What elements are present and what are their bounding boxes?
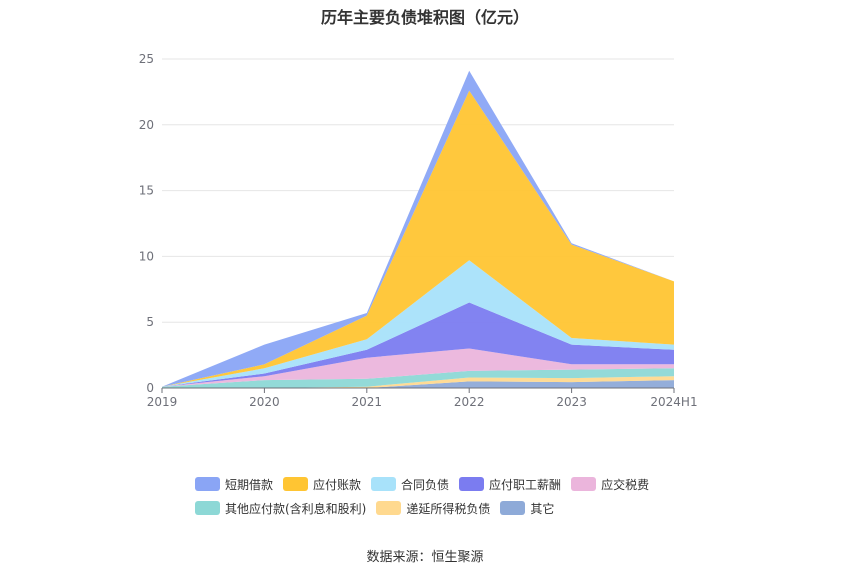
y-tick-label: 15 <box>139 184 154 198</box>
y-tick-label: 20 <box>139 118 154 132</box>
legend-row: 短期借款 应付账款 合同负债 应付职工薪酬 应交税费 <box>195 472 715 496</box>
area-series-其他应付款(含利息和股利) <box>162 368 674 388</box>
legend-label: 应交税费 <box>601 477 650 492</box>
legend-item[interactable]: 短期借款 <box>195 476 273 493</box>
x-tick-label: 2024H1 <box>650 395 697 409</box>
legend-item[interactable]: 其他应付款(含利息和股利) <box>195 500 366 517</box>
chart-title: 历年主要负债堆积图（亿元） <box>320 8 529 27</box>
y-tick-label: 10 <box>139 249 154 263</box>
legend-swatch <box>459 477 485 491</box>
legend-swatch <box>571 477 597 491</box>
legend-label: 合同负债 <box>401 477 450 492</box>
stacked-area-chart: 0 5 10 15 20 25 2019 2020 2021 2022 2023 2024H1 <box>139 52 698 409</box>
area-series-其它 <box>162 380 674 388</box>
axes: 0 5 10 15 20 25 2019 2020 2021 2022 2023 2024H1 <box>139 52 698 409</box>
x-tick-label: 2019 <box>147 395 178 409</box>
legend-item[interactable]: 其它 <box>500 500 554 517</box>
legend: 短期借款 应付账款 合同负债 应付职工薪酬 应交税费 其他应付款(含利息和股利) 递延所得… <box>195 472 715 520</box>
legend-label: 其他应付款(含利息和股利) <box>225 501 367 516</box>
legend-item[interactable]: 应付职工薪酬 <box>459 476 561 493</box>
x-tick-label: 2022 <box>454 395 485 409</box>
y-tick-label: 0 <box>146 381 154 395</box>
legend-label: 应付职工薪酬 <box>489 477 562 492</box>
legend-label: 其它 <box>530 501 555 516</box>
legend-swatch <box>283 477 309 491</box>
legend-label: 递延所得税负债 <box>406 501 491 516</box>
area-series-应付账款 <box>162 90 674 387</box>
legend-swatch <box>195 501 220 515</box>
data-source-note: 数据来源：恒生聚源 <box>366 550 484 565</box>
x-tick-label: 2021 <box>352 395 383 409</box>
x-tick-label: 2020 <box>249 395 280 409</box>
legend-swatch <box>500 501 526 515</box>
area-series-应交税费 <box>162 348 674 387</box>
legend-item[interactable]: 应交税费 <box>571 476 649 493</box>
legend-item[interactable]: 应付账款 <box>283 476 361 493</box>
legend-label: 应付账款 <box>313 477 362 492</box>
legend-row: 其他应付款(含利息和股利) 递延所得税负债 其它 <box>195 496 715 520</box>
y-tick-label: 5 <box>146 315 154 329</box>
y-tick-label: 25 <box>139 52 154 66</box>
legend-swatch <box>195 477 220 491</box>
legend-label: 短期借款 <box>225 477 274 492</box>
x-tick-label: 2023 <box>556 395 587 409</box>
legend-swatch <box>376 501 402 515</box>
area-series-合同负债 <box>162 260 674 387</box>
legend-item[interactable]: 递延所得税负债 <box>376 500 490 517</box>
area-series-应付职工薪酬 <box>162 302 674 387</box>
legend-swatch <box>371 477 397 491</box>
area-series <box>162 70 674 388</box>
legend-item[interactable]: 合同负债 <box>371 476 449 493</box>
